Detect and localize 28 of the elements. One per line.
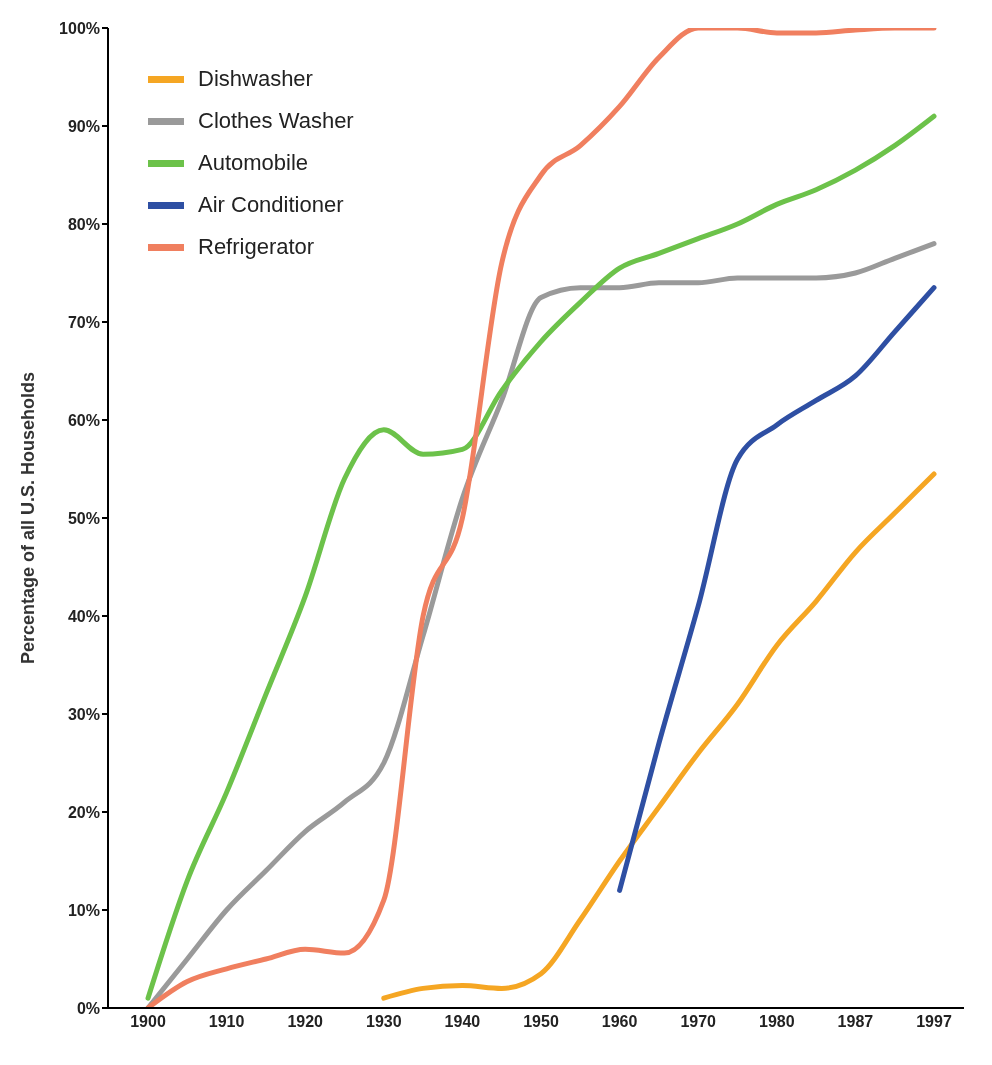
legend-label: Clothes Washer xyxy=(198,108,354,134)
y-tick-label: 0% xyxy=(76,999,100,1017)
legend-label: Automobile xyxy=(198,150,309,176)
x-tick-label: 1940 xyxy=(444,1013,481,1031)
x-tick-label: 1970 xyxy=(680,1013,717,1031)
x-tick-label: 1987 xyxy=(837,1013,874,1031)
x-tick-label: 1920 xyxy=(287,1013,324,1031)
x-tick-label: 1910 xyxy=(208,1013,245,1031)
y-tick-label: 10% xyxy=(67,901,100,919)
y-tick-label: 100% xyxy=(59,19,100,37)
x-tick-label: 1980 xyxy=(759,1013,795,1031)
y-tick-label: 50% xyxy=(67,509,100,527)
y-tick-label: 60% xyxy=(67,411,100,429)
legend-label: Refrigerator xyxy=(198,234,315,260)
x-tick-label: 1960 xyxy=(601,1013,638,1031)
y-tick-label: 80% xyxy=(67,215,100,233)
x-tick-label: 1997 xyxy=(916,1013,952,1031)
y-tick-label: 90% xyxy=(67,117,100,135)
x-tick-label: 1930 xyxy=(366,1013,402,1031)
legend-label: Dishwasher xyxy=(198,66,313,92)
y-tick-label: 30% xyxy=(67,705,100,723)
x-tick-label: 1950 xyxy=(523,1013,559,1031)
y-axis-title: Percentage of all U.S. Households xyxy=(18,371,39,665)
legend-label: Air Conditioner xyxy=(198,192,344,218)
y-tick-label: 20% xyxy=(67,803,100,821)
y-tick-label: 70% xyxy=(67,313,100,331)
x-tick-label: 1900 xyxy=(130,1013,166,1031)
y-tick-label: 40% xyxy=(67,607,100,625)
